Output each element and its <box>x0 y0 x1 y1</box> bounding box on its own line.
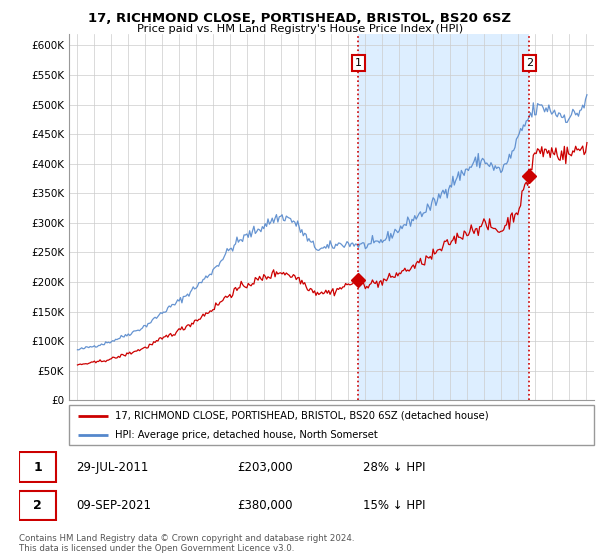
Text: 17, RICHMOND CLOSE, PORTISHEAD, BRISTOL, BS20 6SZ: 17, RICHMOND CLOSE, PORTISHEAD, BRISTOL,… <box>89 12 511 25</box>
FancyBboxPatch shape <box>19 452 56 482</box>
FancyBboxPatch shape <box>19 491 56 520</box>
Text: £380,000: £380,000 <box>237 498 292 512</box>
Text: HPI: Average price, detached house, North Somerset: HPI: Average price, detached house, Nort… <box>115 430 378 440</box>
Text: 15% ↓ HPI: 15% ↓ HPI <box>363 498 425 512</box>
Text: Contains HM Land Registry data © Crown copyright and database right 2024.
This d: Contains HM Land Registry data © Crown c… <box>19 534 355 553</box>
Text: 1: 1 <box>355 58 362 68</box>
Text: 2: 2 <box>526 58 533 68</box>
Text: 1: 1 <box>34 460 42 474</box>
Text: 2: 2 <box>34 498 42 512</box>
Text: 28% ↓ HPI: 28% ↓ HPI <box>363 460 425 474</box>
Text: 17, RICHMOND CLOSE, PORTISHEAD, BRISTOL, BS20 6SZ (detached house): 17, RICHMOND CLOSE, PORTISHEAD, BRISTOL,… <box>115 411 489 421</box>
Text: £203,000: £203,000 <box>237 460 293 474</box>
Text: 09-SEP-2021: 09-SEP-2021 <box>77 498 151 512</box>
FancyBboxPatch shape <box>69 405 594 445</box>
Bar <box>358 34 529 400</box>
Text: 29-JUL-2011: 29-JUL-2011 <box>77 460 149 474</box>
Text: Price paid vs. HM Land Registry's House Price Index (HPI): Price paid vs. HM Land Registry's House … <box>137 24 463 34</box>
